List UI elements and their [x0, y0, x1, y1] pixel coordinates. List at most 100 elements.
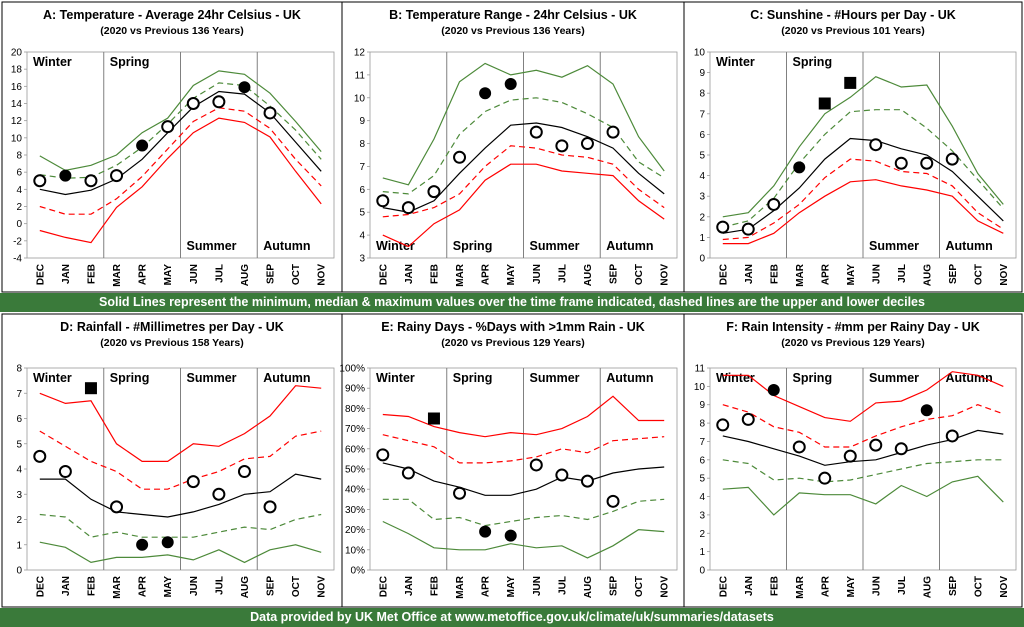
y-tick-label: 10 — [11, 133, 23, 144]
data-point-2020 — [427, 185, 441, 199]
x-tick-label: JAN — [404, 264, 415, 284]
x-tick-label: DEC — [35, 264, 46, 285]
y-tick-label: 50% — [345, 465, 365, 476]
panel-border — [683, 313, 1023, 608]
y-tick-label: 1 — [699, 233, 705, 244]
x-tick-label: JAN — [744, 264, 755, 284]
series-median-line — [722, 137, 1004, 234]
y-tick-label: 10 — [694, 382, 706, 393]
x-tick-label: APR — [138, 263, 149, 285]
series-upper-decile-line — [382, 434, 665, 464]
series-lower-decile-line — [382, 498, 665, 527]
x-tick-label: SEP — [266, 264, 277, 284]
data-point-2020 — [212, 487, 226, 501]
y-tick-label: 12 — [354, 48, 366, 59]
y-tick-label: 100% — [339, 364, 365, 375]
y-tick-label: 18 — [11, 65, 23, 76]
y-tick-label: 2 — [16, 202, 22, 213]
chart-subtitle: (2020 vs Previous 129 Years) — [441, 337, 584, 349]
y-tick-label: 8 — [16, 151, 22, 162]
y-tick-label: 16 — [11, 82, 23, 93]
y-tick-label: 11 — [355, 70, 366, 81]
y-tick-label: 7 — [16, 389, 22, 400]
season-label: Spring — [793, 371, 833, 385]
panel-border — [1, 313, 343, 608]
y-tick-label: 1 — [699, 547, 705, 558]
y-tick-label: 6 — [16, 414, 22, 425]
series-lower-decile-line — [39, 513, 322, 538]
chart-panel-c: C: Sunshine - #Hours per Day - UK (2020 v… — [683, 1, 1023, 293]
x-tick-label: JUN — [189, 576, 200, 596]
chart-title: E: Rainy Days - %Days with >1mm Rain - U… — [381, 320, 645, 334]
y-tick-label: 4 — [16, 465, 22, 476]
data-source-banner: Data provided by UK Met Office at www.me… — [0, 608, 1024, 627]
series-minimum-line — [382, 163, 665, 248]
y-tick-label: 5 — [699, 474, 705, 485]
x-tick-label: DEC — [378, 576, 389, 597]
series-lower-decile-line — [722, 459, 1004, 483]
data-point-2020 — [529, 125, 543, 139]
series-minimum-line — [722, 179, 1004, 245]
y-tick-label: -2 — [13, 236, 22, 247]
data-point-2020 — [263, 106, 277, 120]
data-point-2020 — [920, 156, 934, 170]
data-point-2020 — [555, 139, 569, 153]
season-label: Summer — [869, 239, 919, 253]
season-label: Summer — [187, 371, 237, 385]
x-tick-label: FEB — [86, 264, 97, 284]
methodology-banner: Solid Lines represent the minimum, media… — [0, 293, 1024, 312]
x-tick-label: FEB — [429, 264, 440, 284]
data-point-2020 — [136, 538, 149, 551]
data-point-2020 — [843, 449, 857, 463]
y-tick-label: 10 — [694, 48, 706, 59]
y-tick-label: 90% — [345, 384, 365, 395]
y-tick-label: 40% — [345, 485, 365, 496]
y-tick-label: 0 — [699, 566, 705, 577]
x-tick-label: MAR — [112, 575, 123, 599]
data-point-2020 — [263, 500, 277, 514]
data-point-2020 — [741, 412, 755, 426]
x-tick-label: MAR — [455, 263, 466, 287]
y-tick-label: 4 — [16, 185, 22, 196]
x-tick-label: MAY — [163, 576, 174, 598]
y-tick-label: 3 — [16, 490, 22, 501]
x-tick-label: JUN — [189, 264, 200, 284]
y-tick-label: 5 — [699, 151, 705, 162]
data-point-2020 — [110, 169, 124, 183]
x-tick-label: JUN — [532, 576, 543, 596]
data-point-2020 — [793, 161, 806, 174]
chart-subtitle: (2020 vs Previous 101 Years) — [781, 25, 924, 37]
data-point-2020 — [767, 384, 780, 397]
data-point-2020 — [238, 81, 251, 94]
y-tick-label: 3 — [359, 254, 365, 265]
data-point-2020 — [529, 458, 543, 472]
x-tick-label: AUG — [240, 264, 251, 286]
y-tick-label: 3 — [699, 192, 705, 203]
x-tick-label: AUG — [583, 576, 594, 598]
x-tick-label: OCT — [291, 576, 302, 597]
y-tick-label: 5 — [16, 439, 22, 450]
y-tick-label: 9 — [359, 116, 365, 127]
x-tick-label: FEB — [429, 576, 440, 596]
season-label: Spring — [453, 239, 493, 253]
data-point-2020 — [186, 475, 200, 489]
x-tick-label: JAN — [744, 576, 755, 596]
x-tick-label: NOV — [317, 576, 328, 598]
x-tick-label: MAR — [112, 263, 123, 287]
x-tick-label: NOV — [999, 264, 1010, 286]
data-point-2020 — [376, 448, 390, 462]
y-tick-label: 14 — [11, 99, 23, 110]
data-point-2020 — [186, 97, 200, 110]
data-point-2020 — [580, 474, 594, 488]
data-point-2020 — [504, 78, 517, 91]
season-label: Spring — [793, 55, 833, 69]
chart-subtitle: (2020 vs Previous 136 Years) — [100, 25, 243, 37]
x-tick-label: JUL — [557, 264, 568, 283]
chart-panel-a: A: Temperature - Average 24hr Celsius - … — [1, 1, 343, 293]
data-point-2020 — [894, 156, 908, 170]
chart-subtitle: (2020 vs Previous 158 Years) — [100, 337, 243, 349]
season-label: Autumn — [946, 371, 993, 385]
x-tick-label: JUN — [532, 264, 543, 284]
data-point-2020 — [33, 449, 47, 463]
